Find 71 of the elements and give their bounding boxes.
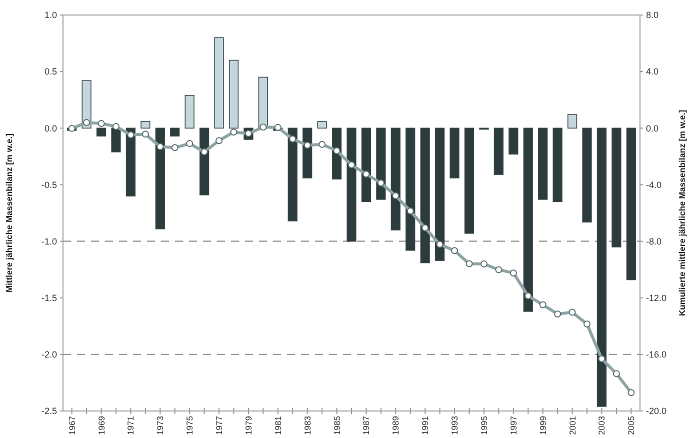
y-tick-label: 0.0 [44,123,57,134]
bar [494,128,504,175]
x-tick-label: 1973 [155,416,166,435]
x-tick-label: 1989 [390,416,401,435]
bar [406,128,416,251]
y-tick-label: -2.0 [41,350,57,360]
bar [96,128,106,136]
y2-tick-label: -16.0 [646,350,667,360]
bar [435,128,445,261]
x-tick-label: 1997 [508,416,518,435]
bar [140,120,150,129]
bar [317,120,327,129]
bar [567,114,578,129]
bar [155,128,165,230]
x-tick-label: 2001 [567,416,578,435]
x-tick-label: 1993 [450,416,460,435]
x-tick-label: 1979 [243,416,254,435]
x-tick-label: 1985 [332,416,342,435]
bar [170,128,180,136]
x-tick-label: 1987 [361,416,372,435]
y-tick-label: -2.5 [41,406,57,416]
bar [390,128,400,230]
bar [258,76,268,129]
x-tick-label: 1971 [126,416,136,435]
y-tick-label: 0.5 [44,66,57,77]
bar [508,128,518,155]
y-tick-label: -1.0 [41,236,57,246]
y2-tick-label: -12.0 [646,293,667,304]
y2-tick-label: -4.0 [646,180,662,190]
x-tick-label: 1983 [302,416,312,435]
bar [626,128,636,280]
x-tick-label: 1969 [96,416,106,435]
bar [302,128,312,178]
x-tick-label: 1975 [184,416,195,435]
bar [228,60,239,129]
bar [184,94,194,129]
x-tick-label: 1995 [478,416,489,435]
bar [126,128,136,196]
x-tick-label: 1981 [272,416,283,435]
x-tick-label: 1991 [420,416,430,435]
bar [420,128,430,264]
y2-tick-label: 8.0 [646,10,659,20]
y2-tick-label: -20.0 [646,406,667,416]
bar [612,128,622,248]
bar [376,128,386,200]
bar [464,128,474,234]
bar [582,128,592,222]
bar [214,37,224,129]
x-tick-label: 1967 [66,416,77,435]
bar [596,128,607,407]
x-tick-label: 2005 [626,416,636,435]
bar [361,128,372,202]
bar [288,128,298,222]
bar [111,128,121,152]
bar [552,128,562,202]
bar [523,128,533,312]
y-tick-label: -1.5 [41,293,57,304]
x-tick-label: 1999 [538,416,548,435]
y-axis-title: Mittlere jährliche Massenbilanz [m w.e.] [4,133,14,292]
x-tick-label: 2003 [596,416,607,435]
bar [450,128,460,178]
y-tick-label: -0.5 [41,180,57,190]
bar [346,128,356,242]
bar [538,128,548,200]
bar [199,128,210,196]
y2-axis-title: Kumulierte mittlere jährliche Massenbilanz [m w.e.] [677,110,687,316]
y2-tick-label: 0.0 [646,123,659,134]
x-tick-label: 1977 [214,416,224,435]
y-tick-label: 1.0 [44,10,57,20]
y2-tick-label: -8.0 [646,236,662,246]
y2-tick-label: 4.0 [646,66,659,77]
